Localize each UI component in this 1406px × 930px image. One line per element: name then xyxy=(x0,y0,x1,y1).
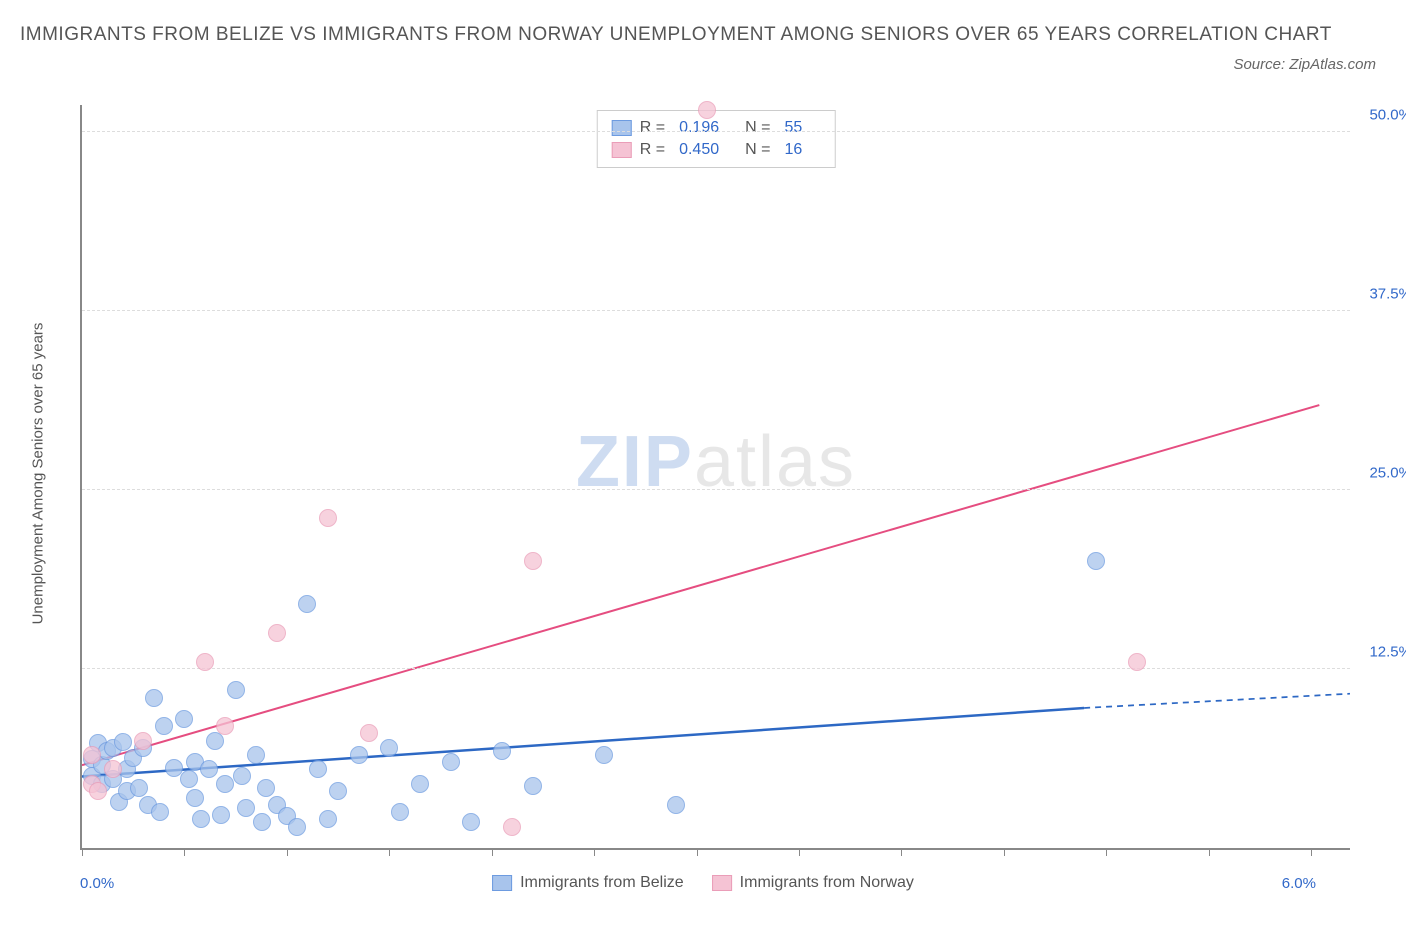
legend-r-val-norway: 0.450 xyxy=(679,141,719,159)
gridline xyxy=(82,310,1350,311)
x-tick xyxy=(1311,848,1312,856)
legend-item-belize: Immigrants from Belize xyxy=(492,874,684,892)
x-tick xyxy=(594,848,595,856)
scatter-point xyxy=(233,767,251,785)
scatter-point xyxy=(391,803,409,821)
scatter-point xyxy=(319,810,337,828)
legend-n-val-norway: 16 xyxy=(784,141,802,159)
scatter-point xyxy=(151,803,169,821)
scatter-point xyxy=(186,789,204,807)
scatter-point xyxy=(524,777,542,795)
x-tick xyxy=(799,848,800,856)
scatter-point xyxy=(319,509,337,527)
scatter-point xyxy=(350,746,368,764)
y-tick-label: 12.5% xyxy=(1369,643,1406,660)
x-tick xyxy=(1106,848,1107,856)
gridline xyxy=(82,131,1350,132)
legend-r-label: R = xyxy=(640,141,665,159)
scatter-point xyxy=(309,760,327,778)
x-tick xyxy=(1209,848,1210,856)
gridline xyxy=(82,668,1350,669)
scatter-point xyxy=(145,689,163,707)
scatter-point xyxy=(360,724,378,742)
legend-series: Immigrants from Belize Immigrants from N… xyxy=(492,874,914,892)
scatter-point xyxy=(288,818,306,836)
y-axis-title: Unemployment Among Seniors over 65 years xyxy=(30,323,47,625)
legend-swatch-norway xyxy=(612,142,632,158)
x-tick xyxy=(697,848,698,856)
correlation-chart: IMMIGRANTS FROM BELIZE VS IMMIGRANTS FRO… xyxy=(20,20,1386,910)
scatter-point xyxy=(493,742,511,760)
scatter-point xyxy=(462,813,480,831)
scatter-point xyxy=(237,799,255,817)
gridline xyxy=(82,489,1350,490)
x-tick xyxy=(184,848,185,856)
legend-label-belize: Immigrants from Belize xyxy=(520,874,684,892)
scatter-point xyxy=(247,746,265,764)
scatter-point xyxy=(503,818,521,836)
legend-swatch-norway-icon xyxy=(712,875,732,891)
x-tick xyxy=(1004,848,1005,856)
legend-row-belize: R = 0.196 N = 55 xyxy=(612,117,821,139)
scatter-point xyxy=(298,595,316,613)
scatter-point xyxy=(200,760,218,778)
y-tick-label: 37.5% xyxy=(1369,285,1406,302)
scatter-point xyxy=(411,775,429,793)
y-tick-label: 50.0% xyxy=(1369,106,1406,123)
scatter-point xyxy=(253,813,271,831)
scatter-point xyxy=(130,779,148,797)
legend-n-label: N = xyxy=(745,119,770,137)
legend-swatch-belize-icon xyxy=(492,875,512,891)
scatter-point xyxy=(329,782,347,800)
scatter-point xyxy=(104,760,122,778)
scatter-point xyxy=(667,796,685,814)
source-label: Source: ZipAtlas.com xyxy=(1233,56,1376,73)
x-tick xyxy=(901,848,902,856)
scatter-point xyxy=(212,806,230,824)
scatter-point xyxy=(196,653,214,671)
legend-item-norway: Immigrants from Norway xyxy=(712,874,914,892)
x-axis-min-label: 0.0% xyxy=(80,875,114,892)
trend-lines xyxy=(82,105,1350,848)
scatter-point xyxy=(442,753,460,771)
scatter-point xyxy=(134,732,152,750)
x-tick xyxy=(287,848,288,856)
x-tick xyxy=(389,848,390,856)
scatter-point xyxy=(155,717,173,735)
watermark: ZIPatlas xyxy=(576,421,856,503)
legend-r-val-belize: 0.196 xyxy=(679,119,719,137)
scatter-point xyxy=(524,552,542,570)
legend-stats: R = 0.196 N = 55 R = 0.450 N = 16 xyxy=(597,110,836,168)
legend-label-norway: Immigrants from Norway xyxy=(740,874,914,892)
scatter-point xyxy=(1087,552,1105,570)
scatter-point xyxy=(257,779,275,797)
scatter-point xyxy=(216,717,234,735)
scatter-point xyxy=(227,681,245,699)
legend-r-label: R = xyxy=(640,119,665,137)
legend-n-val-belize: 55 xyxy=(784,119,802,137)
chart-title: IMMIGRANTS FROM BELIZE VS IMMIGRANTS FRO… xyxy=(20,20,1386,50)
scatter-point xyxy=(268,624,286,642)
x-axis-max-label: 6.0% xyxy=(1282,875,1316,892)
scatter-point xyxy=(216,775,234,793)
scatter-point xyxy=(180,770,198,788)
scatter-point xyxy=(83,746,101,764)
legend-row-norway: R = 0.450 N = 16 xyxy=(612,139,821,161)
scatter-point xyxy=(1128,653,1146,671)
scatter-point xyxy=(89,782,107,800)
scatter-point xyxy=(380,739,398,757)
legend-n-label: N = xyxy=(745,141,770,159)
x-tick xyxy=(492,848,493,856)
y-tick-label: 25.0% xyxy=(1369,464,1406,481)
plot-area: ZIPatlas R = 0.196 N = 55 R = 0.450 N = … xyxy=(80,105,1350,850)
scatter-point xyxy=(175,710,193,728)
x-tick xyxy=(82,848,83,856)
scatter-point xyxy=(192,810,210,828)
scatter-point xyxy=(698,101,716,119)
legend-swatch-belize xyxy=(612,120,632,136)
scatter-point xyxy=(595,746,613,764)
